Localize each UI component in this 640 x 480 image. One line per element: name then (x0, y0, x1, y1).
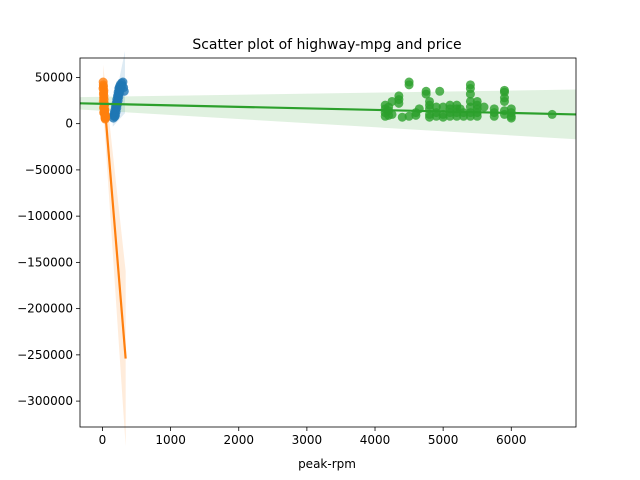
data-point-series-3 (404, 111, 414, 121)
y-tick-label: −150000 (17, 255, 73, 269)
data-point-series-3 (472, 111, 482, 121)
x-tick-label: 5000 (428, 433, 459, 447)
data-point-series-3 (489, 111, 499, 121)
data-point-series-3 (431, 102, 441, 112)
data-point-series-3 (435, 86, 445, 96)
data-point-series-3 (459, 111, 469, 121)
regression-line-2 (102, 86, 127, 359)
data-point-series-3 (506, 113, 516, 123)
x-tick-label: 6000 (496, 433, 527, 447)
data-point-series-3 (438, 112, 448, 122)
y-tick-label: −50000 (25, 163, 73, 177)
x-tick-label: 3000 (292, 433, 323, 447)
plot-frame (79, 57, 577, 428)
x-tick-label: 1000 (155, 433, 186, 447)
y-tick-label: −100000 (17, 209, 73, 223)
x-tick-label: 0 (99, 433, 107, 447)
data-point-series-3 (452, 111, 462, 121)
data-point-series-3 (421, 89, 431, 99)
data-point-series-3 (465, 89, 475, 99)
x-axis-title: peak-rpm (298, 457, 356, 471)
y-tick-label: −200000 (17, 302, 73, 316)
data-point-series-3 (404, 80, 414, 90)
data-point-series-3 (387, 96, 397, 106)
data-point-series-3 (394, 98, 404, 108)
chart-title: Scatter plot of highway-mpg and price (192, 37, 461, 53)
data-point-series-3 (387, 109, 397, 119)
data-point-series-3 (397, 112, 407, 122)
data-point-series-3 (499, 96, 509, 106)
y-tick-label: −250000 (17, 348, 73, 362)
plot-area: 0 1000 2000 3000 4000 5000 6000 50000 0 −50000 −10… (17, 50, 577, 447)
data-point-series-3 (479, 102, 489, 112)
x-tick-label: 4000 (360, 433, 391, 447)
data-point-series-3 (425, 112, 435, 122)
regression-line-1 (111, 81, 127, 120)
regression-line-3 (79, 102, 577, 116)
data-point-series-3 (438, 102, 448, 112)
y-tick-label: 50000 (35, 70, 73, 84)
y-tick-label: −300000 (17, 394, 73, 408)
x-tick-label: 2000 (223, 433, 254, 447)
data-point-series-3 (445, 111, 455, 121)
y-tick-label: 0 (65, 117, 73, 131)
data-point-series-3 (465, 111, 475, 121)
